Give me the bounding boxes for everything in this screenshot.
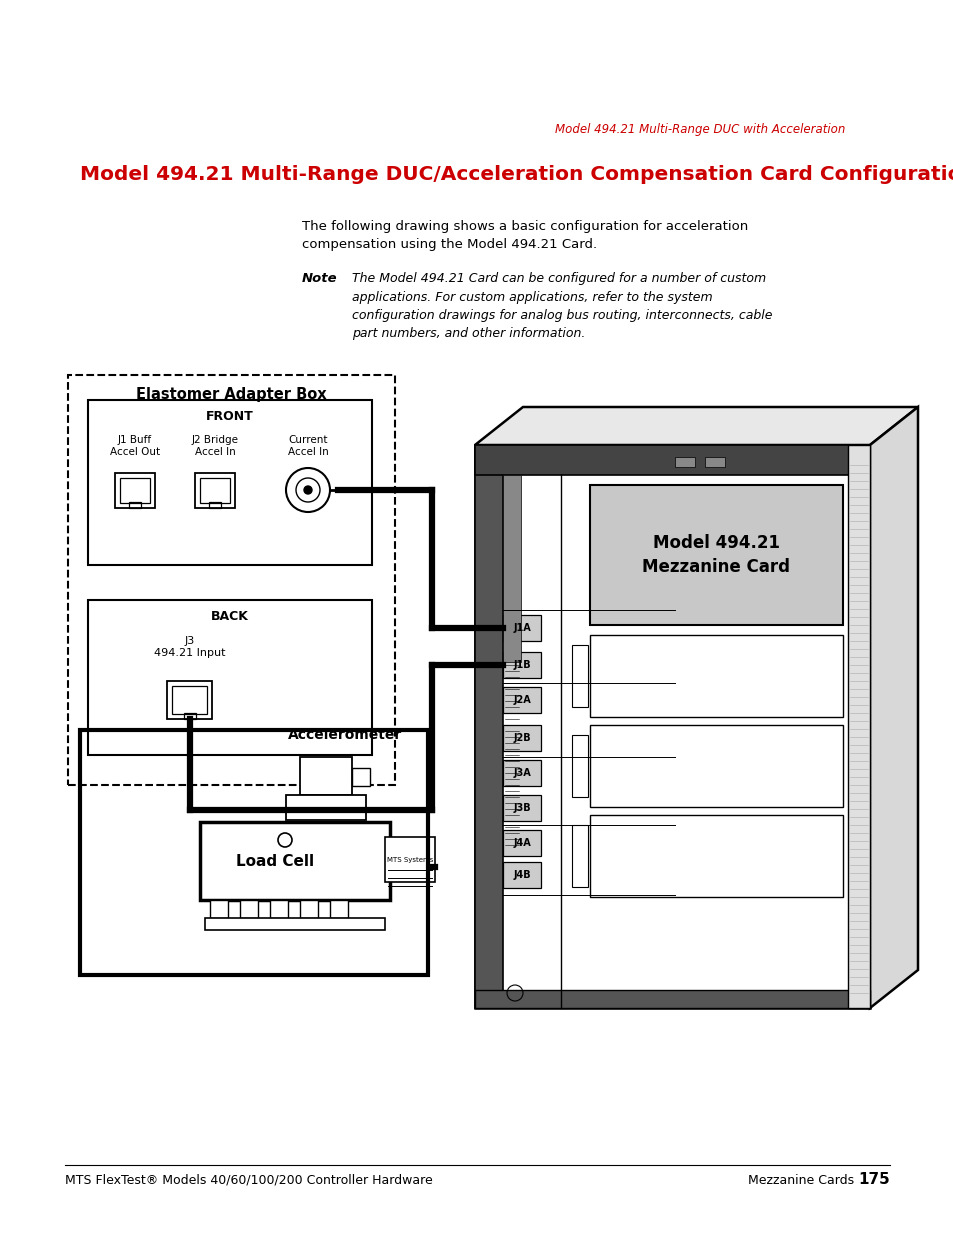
Bar [589, 725, 842, 806]
Text: Model 494.21 Multi-Range DUC/Acceleration Compensation Card Configuration: Model 494.21 Multi-Range DUC/Acceleratio… [80, 165, 953, 184]
Text: FRONT: FRONT [206, 410, 253, 422]
Bar [129, 501, 141, 508]
Text: Note: Note [302, 272, 337, 285]
Polygon shape [869, 408, 917, 1008]
Bar [168, 680, 213, 719]
Bar [847, 445, 869, 1008]
Text: J3A: J3A [513, 768, 530, 778]
Bar [270, 900, 288, 918]
Text: The Model 494.21 Card can be configured for a number of custom
applications. For: The Model 494.21 Card can be configured … [352, 272, 772, 341]
Bar [210, 900, 228, 918]
Bar [240, 900, 257, 918]
Bar [502, 862, 540, 888]
Bar [88, 600, 372, 755]
Bar [330, 900, 348, 918]
Text: MTS Systems: MTS Systems [386, 857, 433, 863]
Text: Load Cell: Load Cell [235, 853, 314, 868]
Bar [502, 830, 540, 856]
Bar [502, 475, 520, 662]
Text: J2B: J2B [513, 734, 530, 743]
Bar [68, 375, 395, 785]
Bar [200, 823, 390, 900]
Bar [704, 457, 724, 467]
Text: Accelerometer: Accelerometer [288, 727, 402, 742]
Text: J4B: J4B [513, 869, 530, 881]
Bar [589, 485, 842, 625]
Circle shape [304, 487, 312, 494]
Bar [572, 825, 587, 887]
Bar [502, 760, 540, 785]
Text: 175: 175 [858, 1172, 889, 1188]
Bar [352, 768, 370, 785]
Bar [502, 725, 540, 751]
Bar [286, 795, 366, 820]
Text: Model 494.21
Mezzanine Card: Model 494.21 Mezzanine Card [641, 534, 790, 577]
Bar [475, 445, 502, 1008]
Polygon shape [475, 408, 917, 445]
Bar [385, 837, 435, 882]
Bar [502, 795, 540, 821]
Bar [475, 990, 869, 1008]
Text: J1B: J1B [513, 659, 530, 671]
Bar [80, 730, 428, 974]
Text: J1 Buff
Accel Out: J1 Buff Accel Out [110, 435, 160, 457]
Text: J4A: J4A [513, 839, 530, 848]
Text: J3B: J3B [513, 803, 530, 813]
Bar [200, 478, 230, 503]
Bar [172, 685, 208, 714]
Bar [589, 635, 842, 718]
Text: J1A: J1A [513, 622, 530, 634]
Bar [88, 400, 372, 564]
Text: Elastomer Adapter Box: Elastomer Adapter Box [136, 388, 327, 403]
Text: BACK: BACK [211, 610, 249, 622]
Bar [502, 652, 540, 678]
Text: MTS FlexTest® Models 40/60/100/200 Controller Hardware: MTS FlexTest® Models 40/60/100/200 Contr… [65, 1173, 433, 1187]
Text: J2A: J2A [513, 695, 530, 705]
Text: Model 494.21 Multi-Range DUC with Acceleration: Model 494.21 Multi-Range DUC with Accele… [555, 124, 844, 137]
Text: The following drawing shows a basic configuration for acceleration
compensation : The following drawing shows a basic conf… [302, 220, 747, 251]
Bar [572, 735, 587, 797]
Bar [675, 457, 695, 467]
Bar [205, 918, 385, 930]
Bar [572, 645, 587, 706]
Bar [475, 445, 869, 1008]
Text: J3
494.21 Input: J3 494.21 Input [154, 636, 226, 658]
Text: Current
Accel In: Current Accel In [287, 435, 328, 457]
Bar [115, 473, 154, 508]
Bar [299, 757, 352, 795]
Bar [209, 501, 221, 508]
Text: Mezzanine Cards: Mezzanine Cards [747, 1173, 853, 1187]
Bar [120, 478, 150, 503]
Bar [502, 687, 540, 713]
Bar [475, 445, 869, 475]
Bar [299, 900, 317, 918]
Bar [184, 713, 195, 719]
Text: J2 Bridge
Accel In: J2 Bridge Accel In [192, 435, 238, 457]
Bar [194, 473, 234, 508]
Bar [589, 815, 842, 897]
Bar [502, 615, 540, 641]
